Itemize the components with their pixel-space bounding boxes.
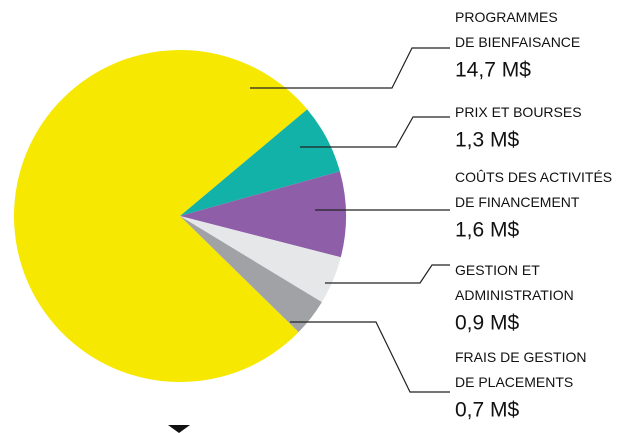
pie-slice — [180, 216, 322, 333]
leader-line — [250, 47, 450, 89]
leader-line — [325, 264, 450, 284]
slice-value: 1,6 M$ — [455, 219, 520, 242]
pie-slice — [180, 216, 341, 303]
slice-label: PROGRAMMES DE BIENFAISANCE — [455, 9, 580, 50]
slice-value: 0,9 M$ — [455, 312, 520, 335]
slice-value: 14,7 M$ — [455, 59, 531, 82]
pie-slice — [180, 109, 340, 216]
leader-line — [300, 116, 450, 148]
slice-label: PRIX ET BOURSES — [455, 104, 582, 120]
slice-label: COÛTS DES ACTIVITÉS DE FINANCEMENT — [455, 169, 612, 210]
pie-slice — [180, 171, 346, 258]
slice-label: GESTION ET ADMINISTRATION — [455, 262, 574, 303]
pie-slice — [14, 49, 308, 383]
slice-value: 1,3 M$ — [455, 129, 520, 152]
slice-value: 0,7 M$ — [455, 399, 520, 422]
slice-label: FRAIS DE GESTION DE PLACEMENTS — [455, 349, 586, 390]
leader-line — [290, 321, 450, 393]
scroll-arrow — [168, 425, 190, 433]
